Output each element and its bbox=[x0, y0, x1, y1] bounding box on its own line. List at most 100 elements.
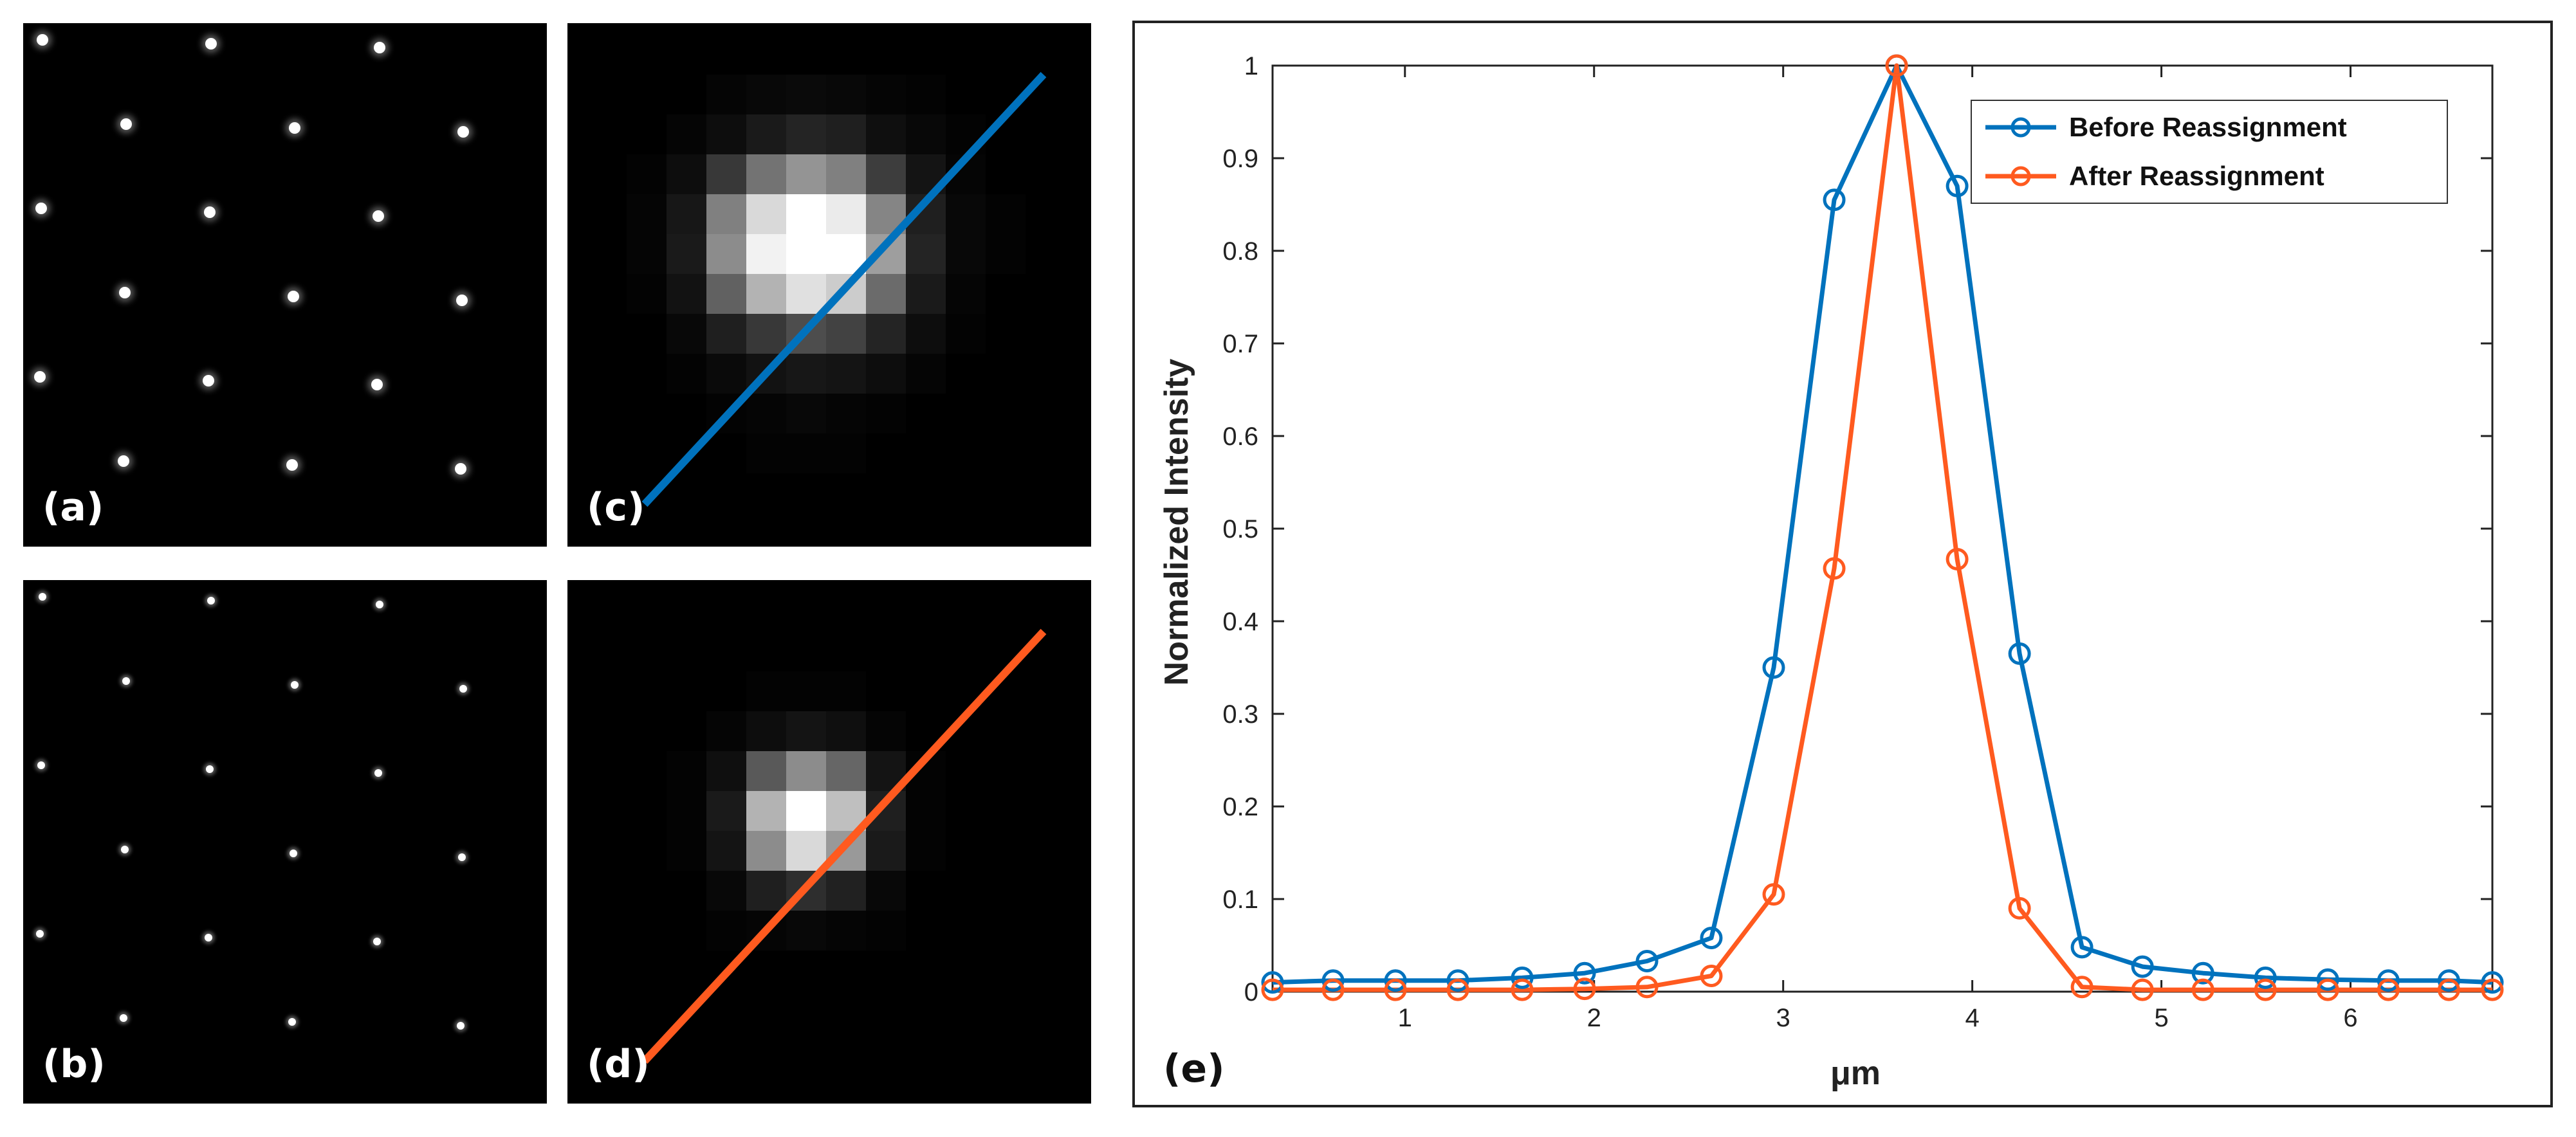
psf-c-pixel bbox=[986, 154, 1026, 194]
series-before-point bbox=[2481, 971, 2504, 994]
spot-a-spot bbox=[200, 203, 219, 222]
psf-d-pixel bbox=[906, 990, 946, 1030]
psf-d-pixel bbox=[866, 871, 906, 911]
psf-d-pixel bbox=[706, 871, 746, 911]
psf-d-pixel bbox=[986, 871, 1026, 911]
panel-b-label: (b) bbox=[42, 1042, 106, 1087]
psf-c-pixel bbox=[906, 75, 946, 114]
series-before-point bbox=[1573, 961, 1596, 985]
spot-b-spot bbox=[454, 1019, 467, 1032]
psf-d-pixel bbox=[627, 671, 667, 711]
series-before-point bbox=[2254, 966, 2277, 989]
psf-c-pixel bbox=[946, 433, 986, 473]
spot-a-spot bbox=[370, 38, 389, 57]
psf-d-pixel bbox=[746, 791, 786, 831]
psf-c-pixel bbox=[706, 194, 746, 234]
spot-a-spot bbox=[285, 118, 304, 138]
psf-d-pixel bbox=[627, 831, 667, 871]
psf-d-pixel bbox=[667, 911, 706, 951]
series-before-point bbox=[2131, 955, 2154, 978]
y-tick-label: 0.7 bbox=[1222, 330, 1258, 358]
psf-d-pixel bbox=[866, 632, 906, 671]
series-after-point bbox=[1384, 978, 1407, 1001]
spot-b-spot bbox=[118, 843, 131, 856]
psf-c-pixel bbox=[667, 194, 706, 234]
x-tick-label: 3 bbox=[1776, 1004, 1790, 1032]
psf-d-pixel bbox=[746, 951, 786, 990]
psf-d-pixel bbox=[906, 632, 946, 671]
spot-b-spot bbox=[287, 847, 300, 860]
psf-c-pixel bbox=[667, 274, 706, 314]
psf-d-pixel bbox=[866, 831, 906, 871]
spot-b-spot bbox=[288, 678, 301, 691]
psf-c-pixel bbox=[627, 194, 667, 234]
x-tick-label: 5 bbox=[2154, 1004, 2168, 1032]
chart-axes-group: 0 0.1 0.2 0.3 0.4 0.5 0.6 0.7 0.8 0.9 1 1 2 3 4 5 6 bbox=[1222, 52, 2494, 1032]
psf-d-pixel bbox=[986, 911, 1026, 951]
series-after-point bbox=[2191, 978, 2214, 1001]
psf-c-pixel bbox=[627, 154, 667, 194]
psf-image-after bbox=[627, 628, 1047, 1064]
psf-c-pixel bbox=[906, 394, 946, 433]
psf-d-pixel bbox=[986, 990, 1026, 1030]
psf-d-pixel bbox=[946, 911, 986, 951]
spot-b-spot bbox=[205, 594, 217, 607]
psf-c-pixel bbox=[667, 234, 706, 274]
spot-b-spot bbox=[457, 682, 470, 695]
psf-d-pixel bbox=[906, 671, 946, 711]
psf-d-pixel bbox=[667, 751, 706, 791]
spot-b-spot bbox=[371, 935, 383, 948]
y-tick-label: 0.2 bbox=[1222, 793, 1258, 821]
psf-d-pixel bbox=[906, 911, 946, 951]
panel-e-label: (e) bbox=[1163, 1046, 1225, 1091]
series-before-point bbox=[2191, 961, 2214, 985]
x-tick-label: 1 bbox=[1398, 1004, 1412, 1032]
psf-d-profile-line bbox=[641, 628, 1047, 1064]
series-after-point bbox=[2254, 978, 2277, 1001]
series-before-point bbox=[1384, 969, 1407, 992]
psf-d-pixel bbox=[786, 951, 826, 990]
psf-c-pixel bbox=[986, 314, 1026, 354]
psf-c-pixel bbox=[866, 114, 906, 154]
psf-d-pixel bbox=[627, 711, 667, 751]
psf-d-pixel bbox=[946, 951, 986, 990]
plot-area-frame bbox=[1271, 64, 2494, 993]
spot-a-spot bbox=[452, 291, 472, 310]
psf-c-pixel bbox=[706, 154, 746, 194]
psf-c-pixel bbox=[786, 354, 826, 394]
series-after-point bbox=[2131, 978, 2154, 1001]
psf-d-pixel bbox=[826, 632, 866, 671]
psf-d-pixel bbox=[826, 711, 866, 751]
spot-b-spot bbox=[286, 1015, 299, 1028]
psf-c-pixel bbox=[946, 75, 986, 114]
psf-c-pixel bbox=[706, 314, 746, 354]
psf-c-pixel bbox=[826, 234, 866, 274]
psf-c-pixel bbox=[746, 75, 786, 114]
psf-d-pixel bbox=[986, 831, 1026, 871]
y-tick-label: 1 bbox=[1244, 52, 1258, 80]
psf-d-pixel bbox=[706, 831, 746, 871]
psf-c-pixel bbox=[906, 314, 946, 354]
series-after-line bbox=[1273, 63, 2492, 992]
psf-c-pixel bbox=[746, 154, 786, 194]
psf-c-pixel bbox=[866, 433, 906, 473]
psf-c-pixel bbox=[906, 234, 946, 274]
spot-b-spot bbox=[202, 931, 215, 944]
psf-d-pixel bbox=[627, 791, 667, 831]
x-tick-label: 2 bbox=[1587, 1004, 1601, 1032]
psf-c-pixel bbox=[826, 433, 866, 473]
psf-d-pixel bbox=[746, 751, 786, 791]
panel-e-profile-chart: 0 0.1 0.2 0.3 0.4 0.5 0.6 0.7 0.8 0.9 1 1 2 3 4 5 6 Befo… bbox=[1132, 21, 2553, 1107]
psf-c-pixel bbox=[946, 274, 986, 314]
psf-c-pixel bbox=[906, 433, 946, 473]
series-before-point bbox=[1511, 966, 1534, 989]
psf-d-pixel bbox=[986, 711, 1026, 751]
psf-d-pixel bbox=[667, 711, 706, 751]
panel-c-label: (c) bbox=[587, 485, 645, 530]
psf-c-pixel bbox=[986, 274, 1026, 314]
spot-b-spot bbox=[117, 1012, 130, 1024]
y-tick-label: 0.1 bbox=[1222, 886, 1258, 914]
psf-c-pixel bbox=[946, 234, 986, 274]
psf-c-pixel bbox=[986, 433, 1026, 473]
psf-d-pixel bbox=[786, 911, 826, 951]
